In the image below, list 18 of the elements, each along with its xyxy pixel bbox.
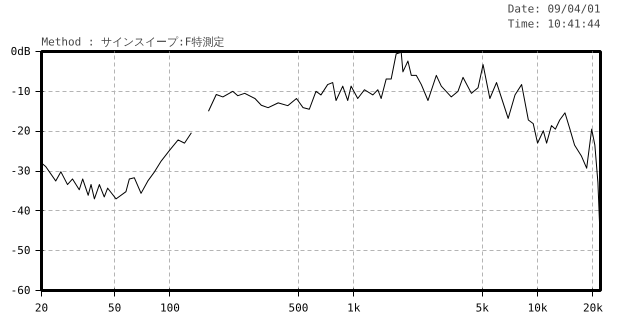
chart-title: Method : サインスイープ:F特測定	[42, 36, 224, 48]
text: Date: 09/04/01	[508, 2, 601, 16]
x-tick-label: 20k	[582, 302, 604, 314]
text: Time: 10:41:44	[508, 18, 601, 30]
y-tick-label: -60	[10, 284, 31, 297]
x-tick-label: 10k	[528, 302, 548, 314]
x-tick-label: 50	[108, 302, 122, 314]
y-tick-label: -20	[10, 124, 31, 138]
y-tick-label: -30	[10, 164, 31, 178]
x-tick-label: 1k	[347, 302, 361, 314]
x-tick-label: 100	[160, 302, 180, 314]
x-tick-label: 20	[34, 302, 48, 314]
x-tick-label: 5k	[476, 302, 490, 314]
y-tick-label: -10	[10, 84, 31, 98]
y-tick-label: -40	[10, 204, 31, 218]
y-tick-label: 0dB	[10, 45, 31, 58]
y-tick-label: -50	[10, 244, 31, 258]
x-tick-label: 500	[288, 302, 308, 314]
